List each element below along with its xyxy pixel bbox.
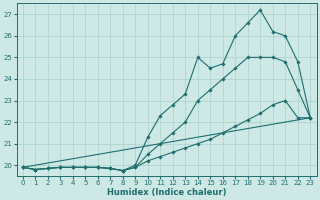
X-axis label: Humidex (Indice chaleur): Humidex (Indice chaleur) <box>107 188 226 197</box>
